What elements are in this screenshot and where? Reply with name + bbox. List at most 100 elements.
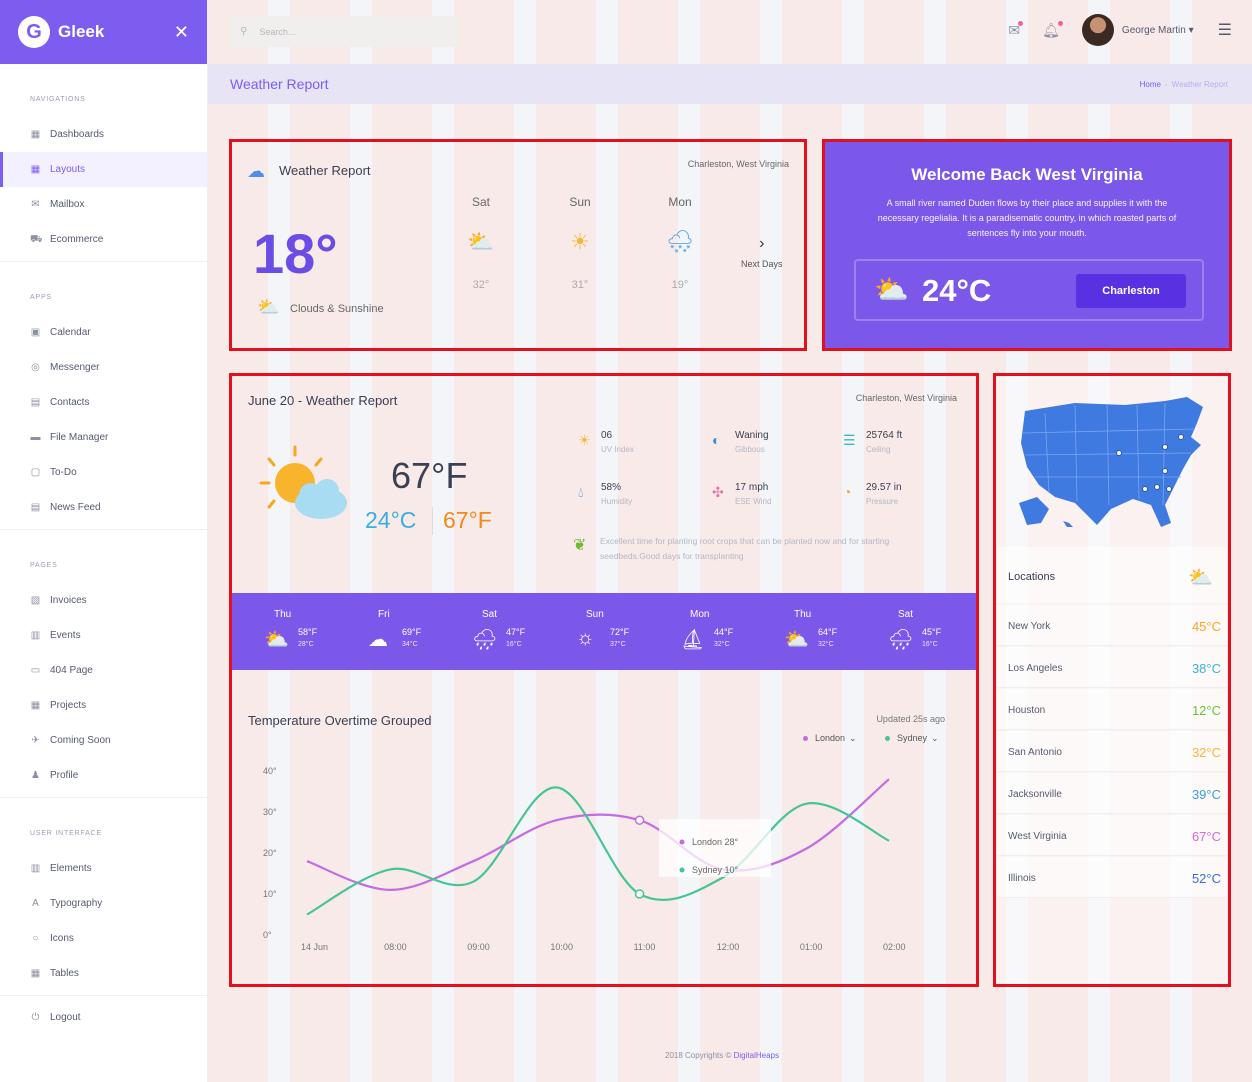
user-name: George Martin <box>1121 24 1186 36</box>
stat-value: 58% <box>601 482 622 493</box>
invoice-icon: ▧ <box>30 595 41 606</box>
charleston-button[interactable]: Charleston <box>1076 274 1186 308</box>
breadcrumb-current: Weather Report <box>1171 79 1228 89</box>
temperature-celsius: 24°C <box>365 507 417 533</box>
location-temp: 45°C <box>1191 619 1221 634</box>
location-name: Los Angeles <box>1008 663 1063 674</box>
drop-icon: 💧︎ <box>578 484 584 500</box>
june-card-location: Charleston, West Virginia <box>855 393 957 403</box>
search-input[interactable] <box>259 26 450 37</box>
chevron-right-icon: › <box>759 235 765 252</box>
forecast-fahrenheit: 45°F <box>922 627 942 637</box>
forecast-day-name: Mon <box>668 195 692 209</box>
stat-uv-index: ☀ 06 UV Index <box>578 430 698 462</box>
stat-pressure: ◔ 29.57 in Pressure <box>843 482 963 514</box>
sidebar-item-projects[interactable]: ▦ Projects <box>0 688 207 723</box>
y-tick-label: 40° <box>263 766 277 776</box>
forecast-celsius: 32°C <box>818 641 834 648</box>
forecast-celsius: 16°C <box>506 641 522 648</box>
sidebar-item-layouts[interactable]: ▦ Layouts <box>0 152 207 187</box>
chart-tooltip: London 28° Sydney 10° <box>659 819 771 877</box>
sidebar-item-label: To-Do <box>50 467 77 478</box>
sidebar-item-404-page[interactable]: ▭ 404 Page <box>0 653 207 688</box>
forecast-celsius: 32°C <box>714 641 730 648</box>
stat-label: Pressure <box>866 497 899 506</box>
y-tick-label: 0° <box>263 930 272 940</box>
forecast-day: Sun ☀ 31° <box>550 195 610 291</box>
tooltip-dot <box>679 839 685 845</box>
location-row[interactable]: Houston 12°C <box>997 689 1227 730</box>
forecast-item: Sun ☼ 72°F 37°C <box>548 593 651 670</box>
copyright-brand-link[interactable]: DigitalHeaps <box>733 1051 779 1060</box>
sidebar-item-label: Coming Soon <box>50 735 111 746</box>
location-row[interactable]: Jacksonville 39°C <box>997 773 1227 814</box>
sidebar-item-contacts[interactable]: ▤ Contacts <box>0 385 207 420</box>
brand-logo-icon[interactable]: G <box>18 16 50 48</box>
location-temp: 32°C <box>1191 745 1221 760</box>
user-menu[interactable]: George Martin ▾ <box>1121 24 1194 36</box>
sidebar-item-elements[interactable]: ▥ Elements <box>0 851 207 886</box>
forecast-day: Mon 🌨︎ 19° <box>650 195 710 291</box>
sun-icon: ☼ <box>576 627 595 649</box>
stat-ceiling: ☰ 25764 ft Ceiling <box>843 430 963 462</box>
legend-london-dropdown[interactable]: London ⌄ <box>803 733 857 744</box>
sun-cloud-icon: ⛅ <box>874 274 909 305</box>
hamburger-menu-icon[interactable]: ☰ <box>1217 22 1232 39</box>
sidebar-item-profile[interactable]: ♟ Profile <box>0 758 207 793</box>
location-row[interactable]: Illinois 52°C <box>997 857 1227 898</box>
location-row[interactable]: Los Angeles 38°C <box>997 647 1227 688</box>
sidebar-item-ecommerce[interactable]: ⛟ Ecommerce <box>0 222 207 257</box>
forecast-item: Thu ⛅ 58°F 28°C <box>236 593 339 670</box>
mail-notification-icon[interactable]: ✉ <box>1008 20 1024 39</box>
location-temp: 67°C <box>1191 829 1221 844</box>
legend-sydney-dropdown[interactable]: Sydney ⌄ <box>885 733 939 744</box>
sidebar-item-typography[interactable]: A Typography <box>0 886 207 921</box>
x-tick-label: 08:00 <box>384 942 407 952</box>
nav-section: NAVIGATIONS ▦ Dashboards ▦ Layouts ✉ Mailbox ⛟ E… <box>0 64 207 262</box>
sidebar-item-tables[interactable]: ▦ Tables <box>0 956 207 991</box>
chart-title: Temperature Overtime Grouped <box>248 713 432 728</box>
sidebar-item-news-feed[interactable]: ▤ News Feed <box>0 490 207 525</box>
news-icon: ▤ <box>30 502 41 513</box>
sidebar-item-events[interactable]: ▥ Events <box>0 618 207 653</box>
sidebar-item-messenger[interactable]: ◎ Messenger <box>0 350 207 385</box>
sidebar-item-icons[interactable]: ○ Icons <box>0 921 207 956</box>
x-tick-label: 09:00 <box>467 942 490 952</box>
location-name: West Virginia <box>1008 831 1067 842</box>
sidebar-item-label: 404 Page <box>50 665 93 676</box>
sidebar-item-to-do[interactable]: ▢ To-Do <box>0 455 207 490</box>
location-row[interactable]: San Antonio 32°C <box>997 731 1227 772</box>
june-card-title: June 20 - Weather Report <box>248 393 398 408</box>
x-tick-label: 12:00 <box>717 942 740 952</box>
logout-button[interactable]: ⏻ Logout <box>0 1000 81 1035</box>
location-name: New York <box>1008 621 1051 632</box>
bell-icon[interactable]: 🔔︎ <box>1042 20 1063 39</box>
breadcrumb-home-link[interactable]: Home <box>1139 79 1161 89</box>
sidebar-toggle-icon[interactable]: ✕ <box>173 21 189 42</box>
avatar[interactable] <box>1081 14 1114 46</box>
tooltip-dot <box>679 867 685 873</box>
hover-marker <box>634 889 645 899</box>
sidebar-item-mailbox[interactable]: ✉ Mailbox <box>0 187 207 222</box>
sidebar-item-coming-soon[interactable]: ✈ Coming Soon <box>0 723 207 758</box>
sidebar-item-invoices[interactable]: ▧ Invoices <box>0 583 207 618</box>
location-row[interactable]: West Virginia 67°C <box>997 815 1227 856</box>
power-icon: ⏻ <box>31 1012 40 1023</box>
welcome-card: Welcome Back West Virginia A small river… <box>822 139 1232 351</box>
welcome-text: A small river named Duden flows by their… <box>877 198 1177 238</box>
stat-humidity: 💧︎ 58% Humidity <box>578 482 698 514</box>
forecast-fahrenheit: 47°F <box>506 627 526 637</box>
wind-icon: ✣ <box>712 484 724 500</box>
sidebar-item-label: News Feed <box>50 502 101 513</box>
location-row[interactable]: New York 45°C <box>997 605 1227 646</box>
sidebar-item-dashboards[interactable]: ▦ Dashboards <box>0 117 207 152</box>
contacts-icon: ▤ <box>30 397 41 408</box>
cloud-icon: ☁ <box>368 629 388 651</box>
brand-name[interactable]: Gleek <box>58 22 105 41</box>
next-days-button[interactable]: › Next Days <box>741 235 783 269</box>
sidebar-item-calendar[interactable]: ▣ Calendar <box>0 315 207 350</box>
hover-marker <box>634 815 645 825</box>
planting-tip: Excellent time for planting root crops t… <box>600 536 890 561</box>
sidebar-item-file-manager[interactable]: ▬ File Manager <box>0 420 207 455</box>
series-line-sydney <box>306 786 890 916</box>
